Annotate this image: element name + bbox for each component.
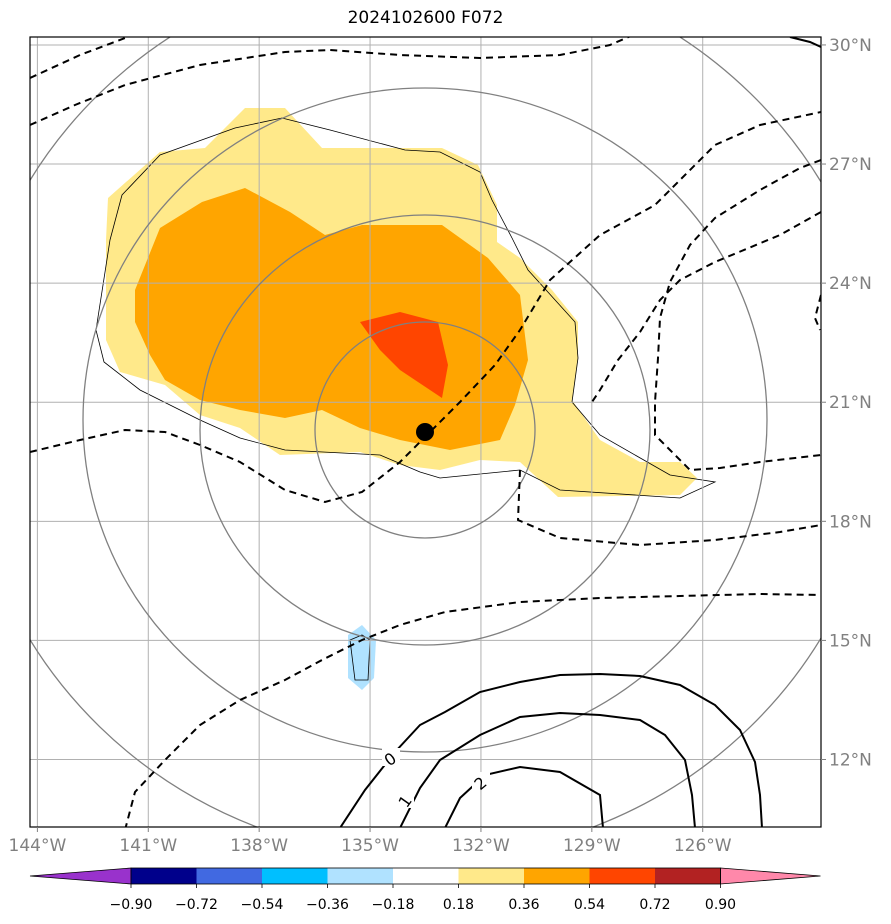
lon-tick-label: 129°W bbox=[563, 836, 621, 856]
lat-tick-label: 21°N bbox=[829, 393, 872, 413]
lon-tick-labels: 144°W 141°W 138°W 135°W 132°W 129°W 126°W bbox=[9, 827, 732, 856]
lat-tick-label: 27°N bbox=[829, 155, 872, 175]
colorbar-segment bbox=[196, 868, 262, 884]
colorbar-segment bbox=[131, 868, 197, 884]
colorbar-segment bbox=[327, 868, 393, 884]
colorbar-tick-label: −0.18 bbox=[372, 897, 415, 913]
plot-frame bbox=[29, 36, 822, 828]
map-title: 2024102600 F072 bbox=[347, 8, 504, 28]
range-ring-1 bbox=[314, 321, 536, 539]
dashed-contour-right-edge bbox=[813, 294, 821, 331]
colorbar: −0.90 −0.72 −0.54 −0.36 −0.18 0.18 0.36 0.54 0.7… bbox=[29, 867, 821, 913]
colorbar-tick-label: 0.54 bbox=[574, 897, 605, 913]
lat-tick-label: 30°N bbox=[829, 36, 872, 56]
lat-tick-labels: 12°N 15°N 18°N 21°N 24°N 27°N 30°N bbox=[821, 36, 872, 771]
lat-tick-label: 12°N bbox=[829, 751, 872, 771]
colorbar-segment bbox=[524, 868, 590, 884]
colorbar-tick-label: 0.18 bbox=[443, 897, 474, 913]
plot-area: 0 1 2 bbox=[30, 37, 821, 827]
solid-contour-1 bbox=[399, 711, 696, 827]
lon-tick-label: 144°W bbox=[9, 836, 67, 856]
solid-contour-2 bbox=[444, 765, 604, 827]
colorbar-tick-label: 0.72 bbox=[639, 897, 670, 913]
colorbar-segment bbox=[458, 868, 524, 884]
dashed-contours bbox=[30, 37, 821, 827]
lon-tick-label: 126°W bbox=[674, 836, 732, 856]
range-ring-2 bbox=[199, 214, 651, 646]
colorbar-tick-label: −0.72 bbox=[175, 897, 218, 913]
lon-tick-label: 135°W bbox=[341, 836, 399, 856]
colorbar-segment bbox=[655, 868, 721, 884]
colorbar-tick-label: −0.90 bbox=[110, 897, 153, 913]
storm-center-marker bbox=[416, 423, 434, 441]
shade-054-072 bbox=[360, 312, 448, 398]
colorbar-tick-label: −0.54 bbox=[241, 897, 284, 913]
solid-contour-top-right bbox=[789, 37, 821, 48]
range-rings bbox=[30, 37, 821, 827]
dashed-contour-right-1 bbox=[589, 211, 821, 406]
dashed-contour-right-2 bbox=[516, 469, 821, 547]
colorbar-tick-label: 0.90 bbox=[705, 897, 736, 913]
dashed-contour-top-1 bbox=[30, 37, 132, 79]
lat-tick-label: 15°N bbox=[829, 631, 872, 651]
dashed-contour-top-2 bbox=[30, 37, 631, 126]
solid-contours bbox=[339, 37, 821, 827]
colorbar-segment bbox=[589, 868, 655, 884]
dashed-contour-bottom bbox=[124, 592, 821, 827]
colorbar-segment bbox=[262, 868, 328, 884]
lon-tick-label: 132°W bbox=[452, 836, 510, 856]
lon-tick-label: 138°W bbox=[230, 836, 288, 856]
colorbar-extend-low bbox=[29, 867, 132, 885]
dashed-contour-mid bbox=[30, 111, 821, 504]
colorbar-outline bbox=[130, 867, 721, 885]
colorbar-segment bbox=[393, 868, 459, 884]
lat-tick-label: 18°N bbox=[829, 512, 872, 532]
colorbar-tick-label: −0.36 bbox=[306, 897, 349, 913]
lon-tick-label: 141°W bbox=[119, 836, 177, 856]
shade-neg-018 bbox=[348, 625, 376, 690]
colorbar-tick-label: 0.36 bbox=[508, 897, 539, 913]
colorbar-extend-high bbox=[720, 867, 821, 885]
solid-contour-0 bbox=[339, 672, 763, 827]
lat-tick-label: 24°N bbox=[829, 274, 872, 294]
range-ring-3 bbox=[82, 87, 768, 753]
dashed-contour-right-3 bbox=[654, 159, 821, 472]
thin-black-contour bbox=[95, 117, 717, 499]
